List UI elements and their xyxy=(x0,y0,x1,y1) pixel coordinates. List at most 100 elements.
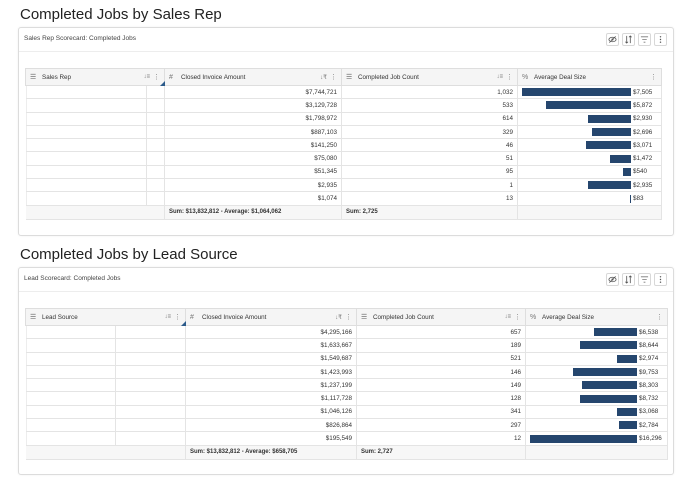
table-row[interactable]: $826,864 297 $2,784 xyxy=(25,418,668,433)
row-name-cell[interactable] xyxy=(25,112,165,126)
row-name-cell[interactable] xyxy=(25,431,186,446)
closed-invoice-amount-cell: $51,345 xyxy=(164,165,342,180)
row-name-cell[interactable] xyxy=(25,418,186,433)
redacted-name xyxy=(115,379,185,392)
sort-desc-icon[interactable]: ↓₹ xyxy=(335,314,342,321)
column-header-closed-invoice-amount[interactable]: # Closed Invoice Amount ↓₹ ⋮ xyxy=(185,308,357,326)
row-name-cell[interactable] xyxy=(25,405,186,420)
redacted-name xyxy=(115,326,185,339)
completed-job-count-cell: 297 xyxy=(356,418,526,433)
average-deal-size-cell: $9,753 xyxy=(525,365,668,380)
filter-icon[interactable] xyxy=(638,273,651,286)
table-row[interactable]: $7,744,721 1,032 $7,505 xyxy=(25,85,662,100)
sales-rep-scorecard-card: Sales Rep Scorecard: Completed Jobs ☰ Sal… xyxy=(18,27,674,236)
table-row[interactable]: $3,129,728 533 $5,872 xyxy=(25,98,662,113)
deal-size-bar xyxy=(617,354,637,363)
redacted-name xyxy=(25,192,147,205)
table-row[interactable]: $141,250 46 $3,071 xyxy=(25,138,662,153)
table-body: $7,744,721 1,032 $7,505 $3,129,728 533 $5,872… xyxy=(25,85,662,206)
row-name-cell[interactable] xyxy=(25,178,165,193)
deal-size-bar xyxy=(594,328,637,337)
redacted-name xyxy=(115,432,185,445)
column-menu-icon[interactable]: ⋮ xyxy=(153,74,160,81)
row-name-cell[interactable] xyxy=(25,165,165,180)
deal-size-bar xyxy=(582,381,637,390)
sort-desc-icon[interactable]: ↓₹ xyxy=(320,74,327,81)
table-row[interactable]: $1,046,126 341 $3,068 xyxy=(25,405,668,420)
deal-size-bar xyxy=(586,141,631,150)
table-row[interactable]: $75,080 51 $1,472 xyxy=(25,151,662,166)
row-name-cell[interactable] xyxy=(25,378,186,393)
row-name-cell[interactable] xyxy=(25,85,165,100)
row-name-cell[interactable] xyxy=(25,365,186,380)
row-name-cell[interactable] xyxy=(25,191,165,206)
sort-toggle-icon[interactable]: ↓≡ xyxy=(143,74,150,80)
column-menu-icon[interactable]: ⋮ xyxy=(506,74,513,81)
deal-size-bar xyxy=(588,114,631,123)
table-row[interactable]: $887,103 329 $2,696 xyxy=(25,125,662,140)
row-name-cell[interactable] xyxy=(25,338,186,353)
table-footer: Sum: $13,832,812 - Average: $658,705 Sum… xyxy=(25,444,668,460)
sort-toggle-icon[interactable]: ↓≡ xyxy=(504,314,511,320)
footer-empty xyxy=(525,444,668,460)
column-header-completed-job-count[interactable]: ☰ Completed Job Count ↓≡ ⋮ xyxy=(356,308,526,326)
column-header-average-deal-size[interactable]: % Average Deal Size ⋮ xyxy=(517,68,662,86)
sales-rep-table: ☰ Sales Rep ↓≡ ⋮ # Closed Invoice Amount ↓₹ ⋮ … xyxy=(25,68,662,220)
redacted-name xyxy=(25,165,147,179)
row-name-cell[interactable] xyxy=(25,391,186,406)
table-row[interactable]: $51,345 95 $540 xyxy=(25,165,662,180)
column-menu-icon[interactable]: ⋮ xyxy=(345,314,352,321)
column-header-average-deal-size[interactable]: % Average Deal Size ⋮ xyxy=(525,308,668,326)
redacted-name xyxy=(146,192,164,205)
table-row[interactable]: $1,633,667 189 $8,644 xyxy=(25,338,668,353)
redacted-name xyxy=(25,339,116,352)
table-row[interactable]: $4,295,166 657 $6,538 xyxy=(25,325,668,340)
table-row[interactable]: $195,549 12 $16,296 xyxy=(25,431,668,446)
average-deal-size-cell: $16,296 xyxy=(525,431,668,446)
hide-icon[interactable] xyxy=(606,33,619,46)
sort-toggle-icon[interactable]: ↓≡ xyxy=(164,314,171,320)
row-name-cell[interactable] xyxy=(25,151,165,166)
column-header-lead-source[interactable]: ☰ Lead Source ↓≡ ⋮ xyxy=(25,308,186,326)
filter-icon[interactable] xyxy=(638,33,651,46)
column-menu-icon[interactable]: ⋮ xyxy=(330,74,337,81)
table-row[interactable]: $2,935 1 $2,935 xyxy=(25,178,662,193)
more-icon[interactable] xyxy=(654,33,667,46)
table-row[interactable]: $1,237,199 149 $8,303 xyxy=(25,378,668,393)
deal-size-value: $7,505 xyxy=(633,88,653,96)
footer-empty xyxy=(25,444,186,460)
table-row[interactable]: $1,117,728 128 $8,732 xyxy=(25,391,668,406)
deal-size-bar xyxy=(618,421,637,430)
table-row[interactable]: $1,549,687 521 $2,974 xyxy=(25,352,668,366)
table-row[interactable]: $1,798,972 614 $2,930 xyxy=(25,112,662,126)
hide-icon[interactable] xyxy=(606,273,619,286)
row-name-cell[interactable] xyxy=(25,325,186,340)
sort-toggle-icon[interactable]: ↓≡ xyxy=(496,74,503,80)
table-row[interactable]: $1,423,993 146 $9,753 xyxy=(25,365,668,380)
deal-size-value: $8,644 xyxy=(639,341,659,349)
table-row[interactable]: $1,074 13 $83 xyxy=(25,191,662,206)
completed-job-count-cell: 95 xyxy=(341,165,518,180)
section-title-sales-rep: Completed Jobs by Sales Rep xyxy=(20,6,222,23)
sort-icon[interactable] xyxy=(622,273,635,286)
row-name-cell[interactable] xyxy=(25,98,165,113)
list-icon: ☰ xyxy=(346,74,353,81)
row-name-cell[interactable] xyxy=(25,138,165,153)
deal-size-value: $540 xyxy=(633,168,648,176)
redacted-name xyxy=(25,419,116,432)
row-name-cell[interactable] xyxy=(25,125,165,140)
column-header-sales-rep[interactable]: ☰ Sales Rep ↓≡ ⋮ xyxy=(25,68,165,86)
more-icon[interactable] xyxy=(654,273,667,286)
column-menu-icon[interactable]: ⋮ xyxy=(514,314,521,321)
hash-icon: # xyxy=(190,313,194,321)
completed-job-count-cell: 12 xyxy=(356,431,526,446)
row-name-cell[interactable] xyxy=(25,352,186,366)
column-header-closed-invoice-amount[interactable]: # Closed Invoice Amount ↓₹ ⋮ xyxy=(164,68,342,86)
column-menu-icon[interactable]: ⋮ xyxy=(174,314,181,321)
sort-icon[interactable] xyxy=(622,33,635,46)
column-header-completed-job-count[interactable]: ☰ Completed Job Count ↓≡ ⋮ xyxy=(341,68,518,86)
column-menu-icon[interactable]: ⋮ xyxy=(650,74,657,81)
footer-count-summary: Sum: 2,727 xyxy=(356,444,526,460)
deal-size-bar xyxy=(522,88,631,97)
column-menu-icon[interactable]: ⋮ xyxy=(656,314,663,321)
